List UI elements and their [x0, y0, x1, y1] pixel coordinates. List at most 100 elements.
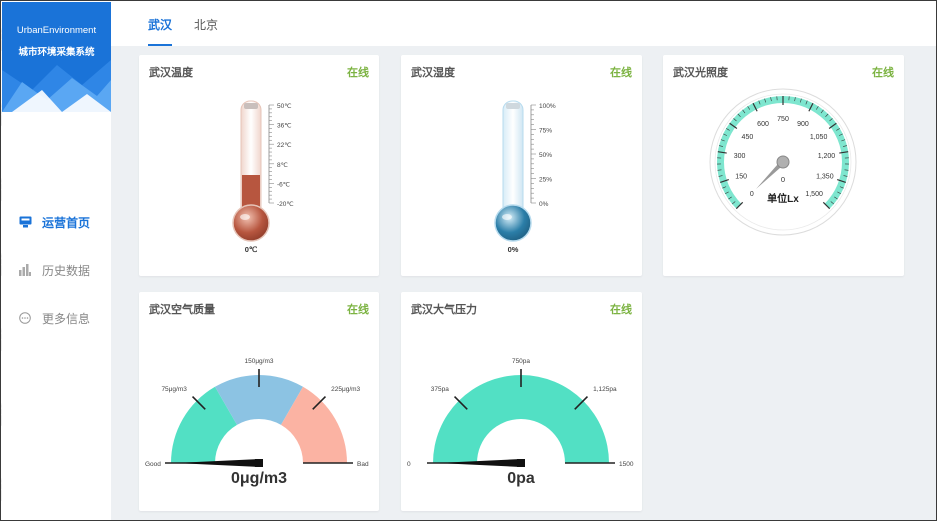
- sidebar-nav: 运营首页 历史数据 更多信息: [2, 198, 111, 342]
- dial-tick: [829, 118, 833, 122]
- dial-tick: [839, 151, 849, 154]
- scale-label: 25%: [539, 177, 552, 184]
- gauge-value: 0μg/m3: [231, 470, 287, 487]
- card-title: 武汉大气压力: [411, 304, 477, 316]
- dial-band: [717, 96, 849, 209]
- scale-label: 50℃: [277, 103, 292, 110]
- dial-tick: [794, 97, 796, 102]
- gauge-band: [171, 386, 237, 463]
- status-badge: 在线: [610, 67, 632, 79]
- dial-tick: [718, 175, 723, 177]
- gauge-value: 0pa: [507, 470, 535, 487]
- tube-cap: [506, 103, 520, 109]
- gauge-tick-label: 750pa: [512, 358, 530, 365]
- gauge-min-label: Good: [145, 461, 161, 468]
- nav-item-label: 更多信息: [42, 311, 91, 326]
- dial-tick: [764, 98, 766, 103]
- dial-label: 750: [777, 116, 789, 123]
- gauge-tick: [191, 395, 206, 410]
- thermometer: 50℃ 36℃ 22℃ 8℃ -6℃ -20℃ 0℃: [232, 100, 294, 254]
- tab-wuhan[interactable]: 武汉: [148, 2, 173, 46]
- bar-chart-icon: [18, 263, 32, 277]
- gauge-tick-label: 150μg/m3: [244, 358, 273, 365]
- dial-tick: [752, 102, 758, 112]
- dial-tick: [728, 196, 732, 200]
- dial-tick: [737, 113, 741, 118]
- dial-tick: [828, 122, 837, 129]
- dial-hub: [776, 155, 790, 169]
- city-tabs: 武汉 北京: [111, 2, 936, 46]
- dial-tick: [725, 191, 729, 195]
- gauge-needle: [437, 459, 525, 467]
- dial-label: 600: [757, 121, 769, 128]
- dial-tick: [843, 175, 848, 177]
- dial-tick: [844, 169, 849, 171]
- card-title: 武汉空气质量: [149, 304, 215, 316]
- scale-label: 75%: [539, 128, 552, 135]
- tube-cap: [244, 103, 258, 109]
- brand-header: UrbanEnvironment 城市环境采集系统: [2, 2, 111, 112]
- status-badge: 在线: [347, 67, 369, 79]
- scale-label: -20℃: [277, 201, 294, 208]
- dial-tick: [800, 98, 802, 103]
- nav-item-history[interactable]: 历史数据: [2, 246, 111, 294]
- dial-tick: [742, 109, 746, 114]
- dial-label: 1,500: [805, 191, 823, 198]
- dial-needle: [756, 160, 785, 189]
- nav-item-label: 运营首页: [42, 215, 91, 230]
- semi-gauge: 0 1500 375pa 750pa 1,125pa 0pa: [407, 358, 634, 487]
- value-label: 0%: [508, 245, 519, 254]
- gauge-band: [281, 386, 347, 463]
- dial-tick: [837, 191, 841, 195]
- dial-value: 0: [781, 175, 785, 184]
- dial-tick: [733, 118, 737, 122]
- dial-tick: [841, 139, 846, 142]
- pressure-gauge: 0 1500 375pa 750pa 1,125pa 0pa: [407, 358, 634, 487]
- gauge-min-label: 0: [407, 461, 411, 468]
- dial-tick: [758, 100, 761, 105]
- dial-tick: [808, 102, 814, 112]
- brand-title-cn: 城市环境采集系统: [18, 47, 95, 58]
- scale-label: 50%: [539, 152, 552, 159]
- dial-tick: [720, 139, 725, 142]
- sidebar: UrbanEnvironment 城市环境采集系统 运营首页 历史数据: [2, 2, 111, 520]
- gauge-needle: [175, 459, 263, 467]
- dial-tick: [820, 109, 824, 114]
- gauge-tick-label: 375pa: [431, 386, 449, 393]
- dial-tick: [836, 128, 840, 131]
- monitor-icon: [18, 215, 32, 229]
- dial-unit: 单位Lx: [767, 192, 799, 205]
- card-title: 武汉温度: [149, 67, 193, 79]
- gauge-tick-label: 225μg/m3: [331, 386, 360, 393]
- card-title: 武汉湿度: [411, 67, 455, 79]
- humidity-card: 武汉湿度 在线 100% 75% 50% 25% 0% 0%: [401, 55, 642, 276]
- dial-tick: [720, 179, 729, 183]
- dial-tick: [822, 201, 831, 210]
- gauge-max-label: Bad: [357, 461, 369, 468]
- bulb: [494, 204, 532, 242]
- dial-label: 1,350: [816, 174, 834, 181]
- dial-tick: [838, 133, 843, 136]
- gauge-band: [215, 375, 303, 425]
- scale-label: -6℃: [277, 181, 291, 188]
- nav-item-home[interactable]: 运营首页: [2, 198, 111, 246]
- dial-label: 1,200: [818, 153, 836, 160]
- gauge-tick-label: 1,125pa: [593, 386, 617, 393]
- light-card: 武汉光照度 在线 0 150 300 450 600 750 900 1,050 1,200 1,…: [663, 55, 904, 276]
- temperature-card: 武汉温度 在线 50℃ 36℃ 22℃ 8℃ -6℃ -20℃ 0℃: [139, 55, 379, 276]
- air-quality-card: 武汉空气质量 在线 Good Bad 75μg/m3 150μg/m3 225μg/m3…: [139, 292, 379, 511]
- dial-tick: [729, 122, 738, 129]
- status-badge: 在线: [872, 67, 894, 79]
- semi-gauge: Good Bad 75μg/m3 150μg/m3 225μg/m3 0μg/m3: [145, 358, 369, 487]
- nav-item-more[interactable]: 更多信息: [2, 294, 111, 342]
- humidity-tube: 100% 75% 50% 25% 0% 0%: [494, 100, 556, 254]
- dashboard-content: 武汉温度 在线 50℃ 36℃ 22℃ 8℃ -6℃ -20℃ 0℃ 武汉湿度 在线 100…: [111, 46, 936, 520]
- bulb: [232, 204, 270, 242]
- dial-label: 150: [735, 174, 747, 181]
- dial-tick: [731, 201, 736, 205]
- air-quality-gauge: Good Bad 75μg/m3 150μg/m3 225μg/m3 0μg/m3: [145, 358, 369, 487]
- dial-tick: [834, 196, 838, 200]
- tab-beijing[interactable]: 北京: [194, 18, 219, 32]
